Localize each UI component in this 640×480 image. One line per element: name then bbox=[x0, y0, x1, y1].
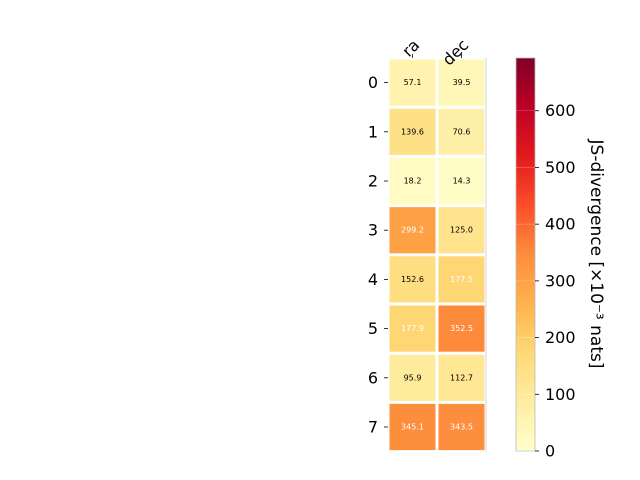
heatmap-cell-0-0 bbox=[389, 59, 436, 106]
heatmap-cell-label-6-0: 95.9 bbox=[404, 373, 422, 382]
heatmap-grid: 57.1 39.5 139.6 70.6 18.2 14.3 299.2 125.0 152.6… bbox=[389, 58, 487, 452]
colorbar: 0 100 200 300 400 500 600 bbox=[515, 57, 576, 461]
heatmap-cell-5-0 bbox=[389, 305, 436, 352]
heatmap-cell-label-2-1: 14.3 bbox=[453, 177, 471, 186]
row-label-1: 1 bbox=[368, 122, 378, 141]
heatmap-cell-label-7-1: 343.5 bbox=[450, 423, 473, 432]
heatmap-cell-label-7-0: 345.1 bbox=[401, 423, 424, 432]
colorbar-label: JS-divergence [×10⁻³ nats] bbox=[586, 139, 606, 369]
row-label-7: 7 bbox=[368, 418, 378, 437]
heatmap-cell-label-0-0: 57.1 bbox=[404, 78, 422, 87]
heatmap-cell-label-3-1: 125.0 bbox=[450, 226, 473, 235]
colorbar-tick-label-500: 500 bbox=[545, 158, 576, 177]
heatmap-cell-6-1 bbox=[438, 354, 485, 401]
heatmap-cell-5-1 bbox=[438, 305, 485, 352]
heatmap-cell-7-1 bbox=[438, 403, 485, 451]
row-labels: 0 1 2 3 4 5 6 7 bbox=[368, 73, 388, 437]
colorbar-gradient bbox=[515, 57, 536, 452]
heatmap-cell-7-0 bbox=[389, 403, 436, 451]
heatmap-cell-4-1 bbox=[438, 256, 485, 303]
column-label-ra: ra bbox=[398, 35, 423, 60]
heatmap-cell-label-4-0: 152.6 bbox=[401, 275, 424, 284]
row-label-0: 0 bbox=[368, 73, 378, 92]
heatmap-cell-3-1 bbox=[438, 207, 485, 254]
heatmap-cell-label-0-1: 39.5 bbox=[453, 78, 471, 87]
heatmap-cell-3-0 bbox=[389, 207, 436, 254]
row-label-2: 2 bbox=[368, 172, 378, 191]
colorbar-tick-label-0: 0 bbox=[545, 442, 555, 461]
heatmap-cell-2-1 bbox=[438, 157, 485, 205]
heatmap-cell-6-0 bbox=[389, 354, 436, 401]
colorbar-tick-label-400: 400 bbox=[545, 215, 576, 234]
heatmap-cell-label-1-0: 139.6 bbox=[401, 127, 424, 136]
heatmap-cell-label-6-1: 112.7 bbox=[450, 373, 473, 382]
row-label-5: 5 bbox=[368, 319, 378, 338]
heatmap-cell-label-2-0: 18.2 bbox=[404, 177, 422, 186]
heatmap-cell-0-1 bbox=[438, 59, 485, 106]
heatmap-cell-2-0 bbox=[389, 157, 436, 205]
row-label-6: 6 bbox=[368, 368, 378, 387]
colorbar-tick-label-300: 300 bbox=[545, 271, 576, 290]
heatmap-cell-label-5-1: 352.5 bbox=[450, 324, 473, 333]
colorbar-tick-label-200: 200 bbox=[545, 328, 576, 347]
colorbar-tick-label-600: 600 bbox=[545, 101, 576, 120]
heatmap-cell-label-4-1: 177.5 bbox=[450, 275, 473, 284]
heatmap-cell-1-0 bbox=[389, 108, 436, 155]
row-label-4: 4 bbox=[368, 270, 378, 289]
heatmap-cell-label-3-0: 299.2 bbox=[401, 226, 424, 235]
heatmap-cell-4-0 bbox=[389, 256, 436, 303]
heatmap-cell-label-1-1: 70.6 bbox=[453, 127, 471, 136]
heatmap-cell-1-1 bbox=[438, 108, 485, 155]
row-label-3: 3 bbox=[368, 221, 378, 240]
colorbar-tick-label-100: 100 bbox=[545, 385, 576, 404]
heatmap-cell-label-5-0: 177.9 bbox=[401, 324, 424, 333]
